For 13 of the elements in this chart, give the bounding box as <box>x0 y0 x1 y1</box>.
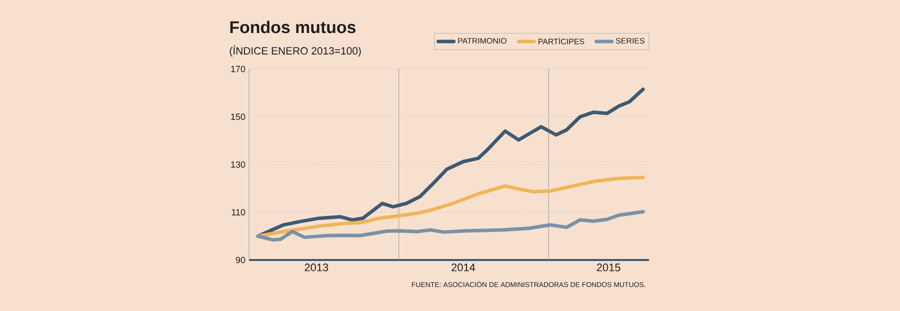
line-series <box>256 88 645 238</box>
y-tick-label: 130 <box>231 161 246 168</box>
y-tick-label: 170 <box>231 66 246 72</box>
chart-title: Fondos mutuos <box>230 20 356 34</box>
line-series <box>256 176 645 238</box>
y-tick-label: 150 <box>231 114 246 120</box>
x-tick-label: 2013 <box>304 264 328 272</box>
y-tick-label: 90 <box>236 256 246 264</box>
line-series <box>256 210 645 242</box>
x-tick-label: 2015 <box>596 264 620 272</box>
x-tick-label: 2014 <box>452 264 476 272</box>
chart-subtitle: (ÍNDICE ENERO 2013=100) <box>230 45 361 57</box>
y-tick-label: 110 <box>232 209 246 216</box>
